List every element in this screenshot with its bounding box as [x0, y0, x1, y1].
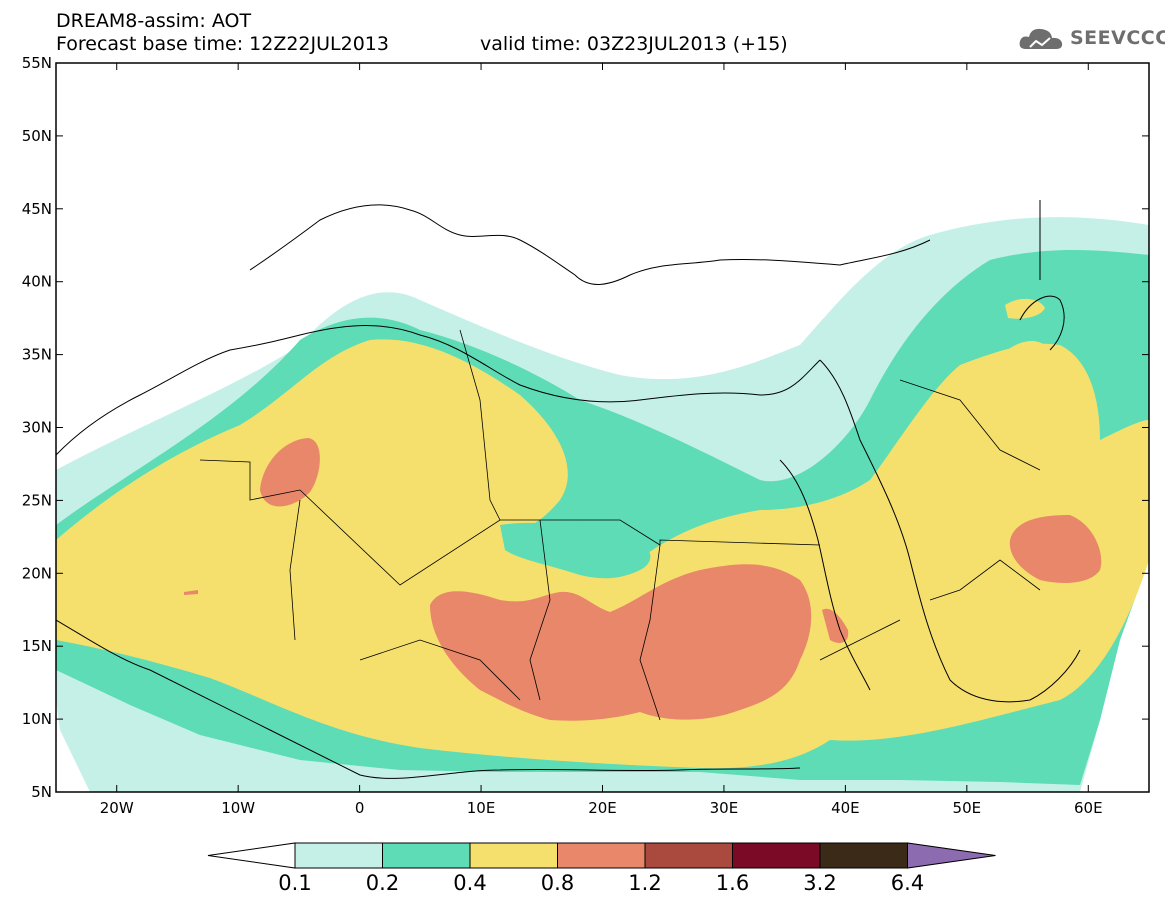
- aot-contours: [56, 200, 1149, 792]
- forecast-base-time: Forecast base time: 12Z22JUL2013: [56, 33, 389, 55]
- colorbar-segment: [557, 842, 646, 869]
- aot-band-0.8-wsahara: [260, 438, 320, 507]
- lat-label: 40N: [22, 273, 52, 291]
- lat-label: 15N: [22, 637, 52, 655]
- lat-label: 25N: [22, 491, 52, 509]
- aot-band-0.4-caspian: [994, 340, 1057, 383]
- seevccc-logo: SEEVCCC: [1018, 25, 1165, 55]
- lon-label: 10E: [467, 799, 496, 817]
- lat-label: 35N: [22, 346, 52, 364]
- aot-band-0.8-senegal: [184, 590, 198, 595]
- aot-band-0.8-sahel: [430, 564, 812, 721]
- colorbar-segment: [819, 842, 908, 869]
- lat-label: 50N: [22, 127, 52, 145]
- colorbar-segment: [644, 842, 733, 869]
- colorbar-label: 1.6: [716, 871, 749, 895]
- colorbar-segment: [382, 842, 471, 869]
- lon-label: 30E: [710, 799, 739, 817]
- longitude-axis: 20W 10W 0 10E 20E 30E 40E 50E 60E: [100, 63, 1103, 817]
- colorbar-segment: [294, 842, 383, 869]
- colorbar-label: 0.4: [453, 871, 486, 895]
- lat-label: 5N: [31, 783, 52, 801]
- lon-label: 20W: [100, 799, 134, 817]
- aot-band-0.8-oman: [1009, 515, 1102, 583]
- lat-label: 45N: [22, 200, 52, 218]
- lon-label: 50E: [953, 799, 982, 817]
- lon-label: 10W: [221, 799, 255, 817]
- cloud-logo-icon: [1019, 28, 1063, 49]
- lat-label: 30N: [22, 419, 52, 437]
- aot-band-0.4: [56, 339, 1149, 769]
- colorbar-segment: [469, 842, 558, 869]
- lon-label: 20E: [588, 799, 617, 817]
- coastlines: [56, 200, 1081, 779]
- latitude-axis: 55N 50N 45N 40N 35N 30N 25N 20N 15N 10N 5N: [22, 54, 1149, 801]
- colorbar-label: 6.4: [891, 871, 924, 895]
- aot-band-0.4-caspian-n: [1005, 298, 1045, 319]
- logo-text: SEEVCCC: [1070, 27, 1165, 49]
- valid-time: valid time: 03Z23JUL2013 (+15): [480, 33, 788, 55]
- lon-label: 60E: [1074, 799, 1103, 817]
- lon-label: 40E: [831, 799, 860, 817]
- colorbar-label: 0.2: [366, 871, 399, 895]
- colorbar-under-arrow: [207, 842, 296, 869]
- lat-label: 20N: [22, 564, 52, 582]
- lat-label: 10N: [22, 710, 52, 728]
- lon-label: 0: [355, 799, 365, 817]
- colorbar: 0.1 0.2 0.4 0.8 1.2 1.6 3.2 6.4: [207, 842, 996, 895]
- colorbar-label: 3.2: [803, 871, 836, 895]
- borders: [199, 329, 1041, 721]
- colorbar-over-arrow: [907, 842, 996, 869]
- colorbar-segment: [732, 842, 821, 869]
- colorbar-label: 0.1: [278, 871, 311, 895]
- colorbar-label: 0.8: [541, 871, 574, 895]
- map-title: DREAM8-assim: AOT: [56, 10, 252, 32]
- lat-label: 55N: [22, 54, 52, 72]
- aot-band-0.2-chad: [500, 522, 651, 579]
- colorbar-label: 1.2: [628, 871, 661, 895]
